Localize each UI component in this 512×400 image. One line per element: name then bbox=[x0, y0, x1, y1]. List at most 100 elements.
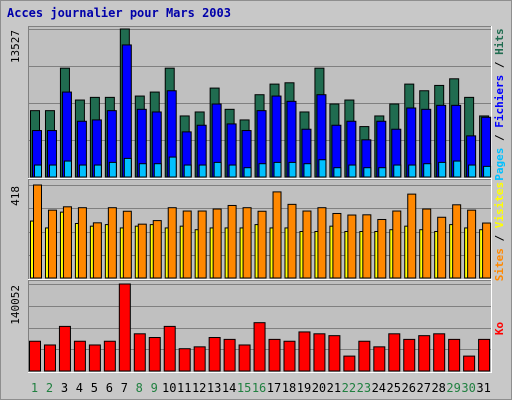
day-label: 10 bbox=[162, 381, 176, 395]
ko-bar bbox=[148, 337, 161, 372]
day-label: 22 bbox=[342, 381, 356, 395]
pages-bar bbox=[288, 161, 297, 178]
ko-bar bbox=[313, 333, 326, 372]
day-label: 13 bbox=[207, 381, 221, 395]
ko-bar bbox=[373, 346, 386, 372]
day-label: 4 bbox=[76, 381, 83, 395]
ko-bar bbox=[343, 355, 356, 372]
day-label: 30 bbox=[461, 381, 475, 395]
sites-bar bbox=[33, 184, 42, 279]
pages-bar bbox=[213, 161, 222, 178]
sites-bar bbox=[92, 222, 102, 279]
ko-bar bbox=[163, 325, 176, 372]
hits-side-label-part: Fichiers bbox=[493, 75, 506, 128]
ko-bar bbox=[43, 344, 56, 372]
sites-bar bbox=[377, 218, 387, 279]
ko-bar bbox=[418, 335, 431, 372]
pages-bar bbox=[108, 161, 117, 178]
ko-bar bbox=[448, 338, 461, 372]
ko-bar bbox=[118, 283, 131, 372]
ko-bar bbox=[103, 340, 116, 372]
sites-bar bbox=[482, 222, 492, 279]
pages-bar bbox=[273, 161, 282, 178]
day-label: 12 bbox=[192, 381, 206, 395]
day-label: 26 bbox=[402, 381, 416, 395]
pages-bar bbox=[363, 167, 372, 178]
day-label: 15 bbox=[237, 381, 251, 395]
sites-bar bbox=[362, 214, 372, 279]
files-bar bbox=[121, 44, 132, 178]
sites-bar bbox=[287, 203, 297, 279]
pages-bar bbox=[318, 159, 327, 178]
sites-bar bbox=[317, 207, 327, 279]
ko-side-label: Ko bbox=[493, 322, 506, 336]
sites-side-label: Sites / Visites bbox=[493, 182, 506, 281]
sites-bar bbox=[407, 193, 417, 279]
pages-bar bbox=[468, 164, 477, 178]
pages-bar bbox=[153, 163, 162, 178]
pages-bar bbox=[453, 160, 462, 178]
pages-bar bbox=[168, 156, 177, 178]
ko-bar bbox=[433, 333, 446, 372]
ko-side-label-part: Ko bbox=[493, 322, 506, 336]
pages-bar bbox=[438, 161, 447, 178]
pages-bar bbox=[303, 163, 312, 178]
ko-bar bbox=[298, 331, 311, 372]
sites-bar bbox=[347, 214, 357, 279]
day-label: 31 bbox=[476, 381, 490, 395]
ko-bar bbox=[208, 337, 221, 372]
sites-side-label-part: Visites bbox=[493, 182, 506, 228]
pages-bar bbox=[34, 164, 42, 178]
sites-bar bbox=[332, 212, 342, 279]
ko-bar bbox=[253, 322, 266, 372]
day-label: 20 bbox=[312, 381, 326, 395]
sites-bar bbox=[182, 210, 192, 279]
day-label: 7 bbox=[121, 381, 128, 395]
day-label: 21 bbox=[327, 381, 341, 395]
day-label: 29 bbox=[446, 381, 460, 395]
sites-bar bbox=[422, 208, 432, 279]
ko-bar bbox=[463, 355, 476, 372]
hits-side-label-part: Pages bbox=[493, 148, 506, 181]
sites-bar bbox=[272, 191, 282, 279]
pages-bar bbox=[258, 163, 267, 178]
hits-side-label-part: Hits bbox=[493, 28, 506, 55]
pages-bar bbox=[423, 163, 432, 178]
ko-max-label: 140052 bbox=[9, 285, 22, 325]
pages-bar bbox=[198, 164, 207, 178]
hits-side-label: Pages / Fichiers / Hits bbox=[493, 28, 506, 180]
hits-side-label-part: / bbox=[493, 128, 506, 148]
pages-bar bbox=[228, 164, 237, 178]
pages-bar bbox=[393, 164, 402, 178]
ko-bar bbox=[223, 338, 236, 372]
sites-bar bbox=[437, 216, 447, 279]
pages-bar bbox=[243, 167, 252, 178]
day-label: 1 bbox=[31, 381, 38, 395]
day-label: 24 bbox=[372, 381, 386, 395]
ko-bar bbox=[29, 340, 41, 372]
ko-bar bbox=[238, 344, 251, 372]
day-label: 2 bbox=[46, 381, 53, 395]
day-label: 27 bbox=[416, 381, 430, 395]
day-label: 19 bbox=[297, 381, 311, 395]
ko-bar bbox=[193, 346, 206, 372]
ko-bar bbox=[268, 338, 281, 372]
day-label: 16 bbox=[252, 381, 266, 395]
ko-bar bbox=[328, 335, 341, 372]
sites-bar bbox=[242, 207, 252, 279]
day-label: 8 bbox=[136, 381, 143, 395]
sites-bar bbox=[197, 210, 207, 279]
day-label: 17 bbox=[267, 381, 281, 395]
sites-bar bbox=[77, 207, 87, 279]
sites-bar bbox=[212, 208, 222, 279]
day-label: 28 bbox=[431, 381, 445, 395]
pages-bar bbox=[378, 167, 387, 178]
ko-bar bbox=[358, 340, 371, 372]
pages-bar bbox=[123, 157, 132, 178]
ko-bar bbox=[388, 333, 401, 372]
day-label: 9 bbox=[151, 381, 158, 395]
sites-bar bbox=[467, 209, 477, 279]
pages-bar bbox=[93, 164, 102, 178]
pages-bar bbox=[138, 163, 147, 178]
